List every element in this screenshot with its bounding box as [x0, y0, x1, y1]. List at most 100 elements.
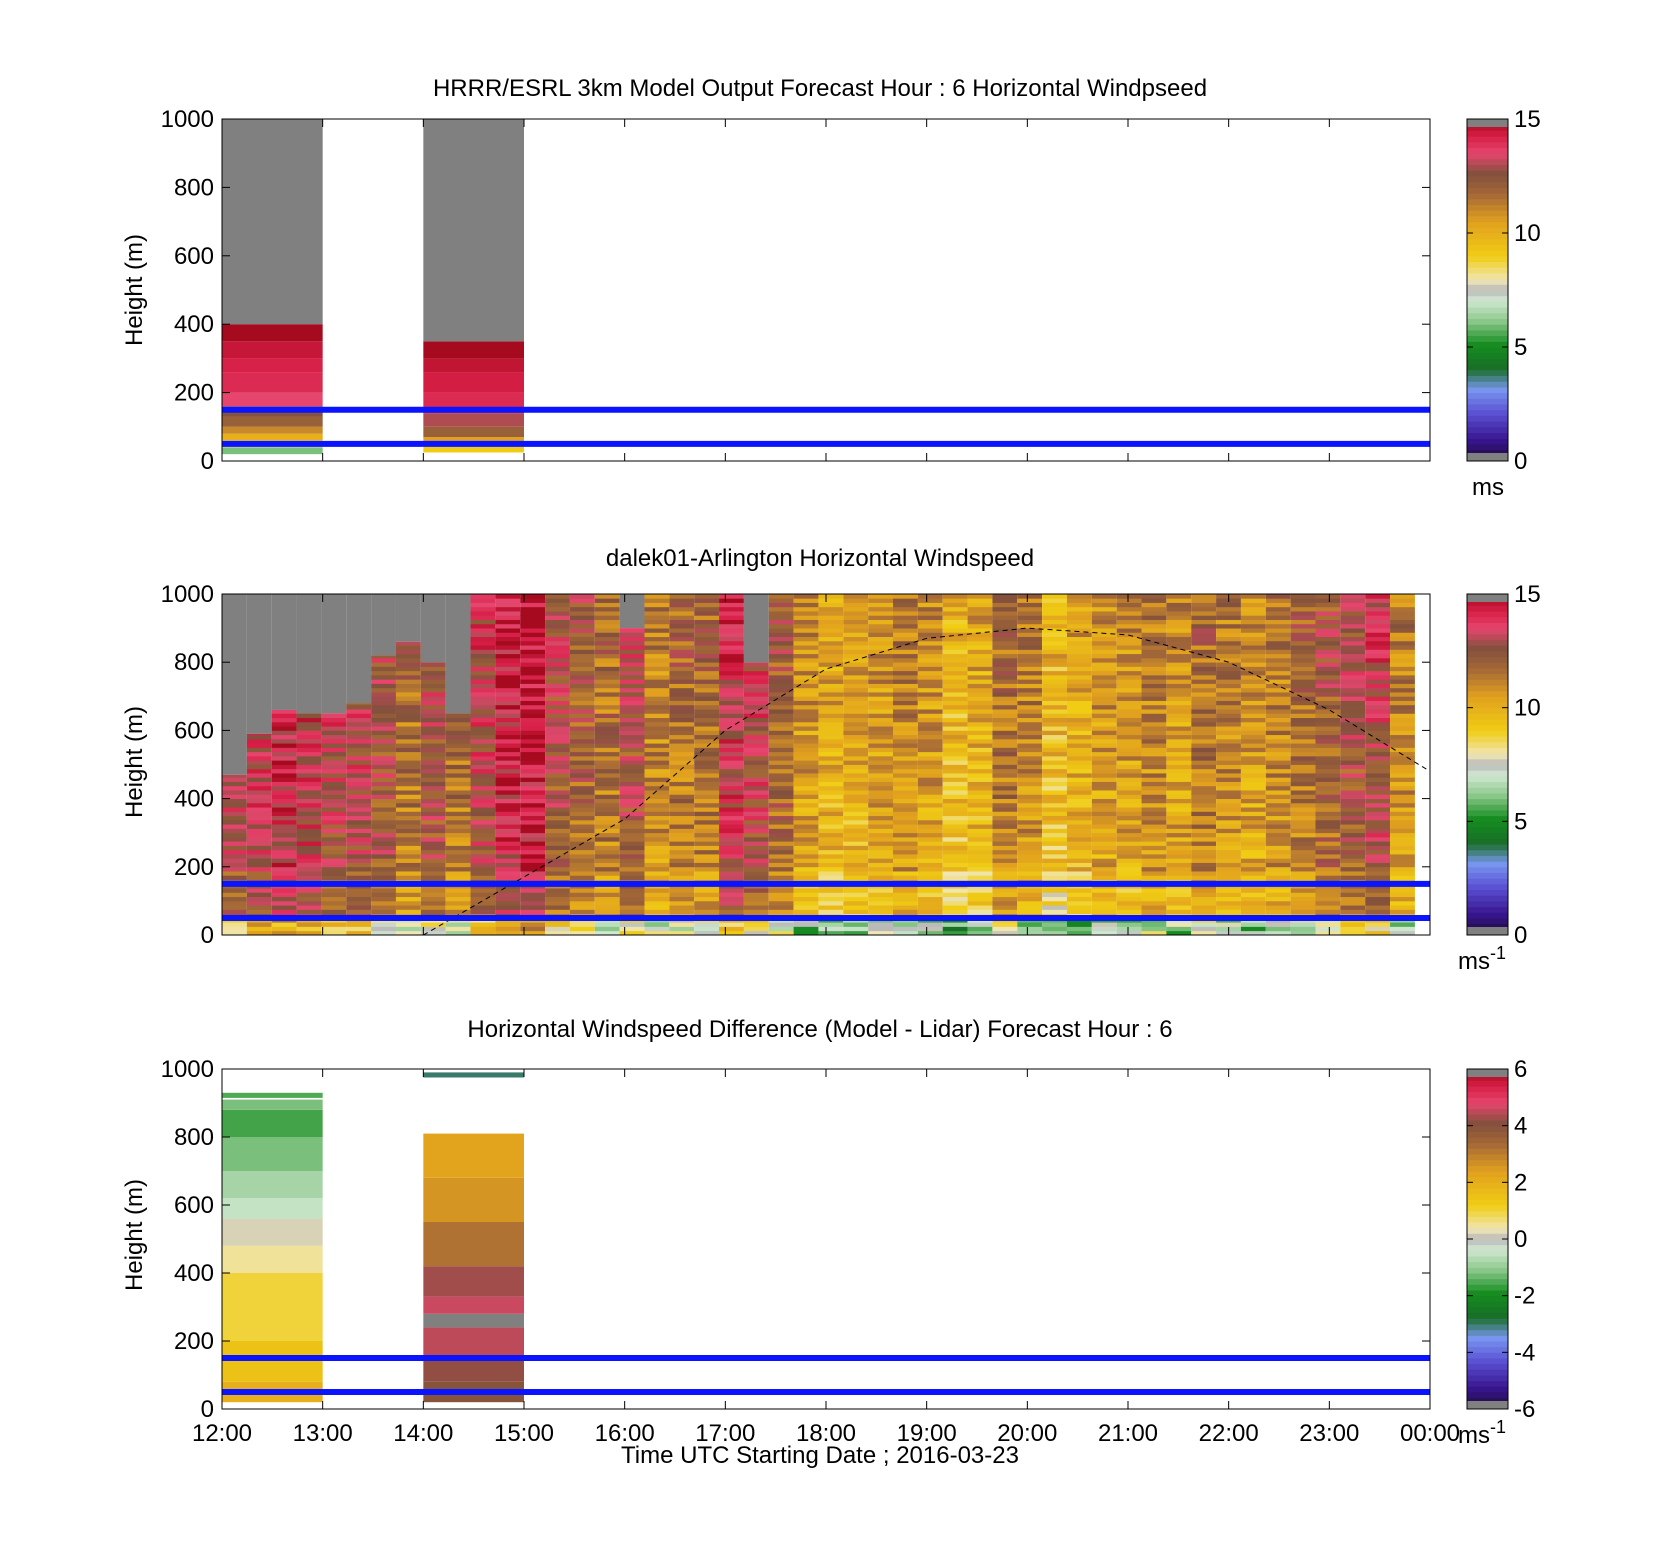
heat-cell — [1290, 892, 1316, 898]
heat-cell — [793, 649, 819, 655]
colorbar-segment — [1467, 1103, 1508, 1110]
heat-cell — [395, 666, 421, 672]
heat-cell — [1066, 657, 1092, 663]
heat-cell — [818, 632, 844, 638]
heat-cell — [594, 738, 620, 744]
heat-cell — [1265, 815, 1291, 821]
heat-cell — [495, 717, 521, 723]
colorbar-segment — [1467, 238, 1508, 245]
heat-cell — [1042, 790, 1067, 795]
heat-cell — [1315, 700, 1341, 706]
heat-cell — [395, 738, 421, 744]
heat-cell — [594, 845, 620, 851]
colorbar-segment — [1467, 170, 1508, 177]
heat-cell — [470, 828, 496, 834]
heat-cell — [967, 649, 993, 655]
heat-cell — [1166, 819, 1192, 825]
heat-cell — [1141, 743, 1167, 748]
heat-cell — [818, 930, 844, 936]
heat-cell — [1240, 726, 1266, 731]
heat-cell — [1365, 653, 1391, 659]
heat-cell — [1141, 790, 1167, 795]
heat-cell — [1340, 798, 1366, 804]
heat-cell — [395, 743, 421, 748]
heat-cell — [992, 619, 1018, 625]
heat-cell — [818, 751, 844, 757]
heat-cell — [793, 709, 819, 714]
heat-cell — [1166, 747, 1192, 753]
heat-cell — [1091, 670, 1117, 676]
heat-cell — [569, 824, 595, 829]
heat-cell — [843, 930, 869, 936]
heat-cell — [793, 811, 819, 817]
heat-cell — [1066, 623, 1092, 629]
heat-cell — [992, 743, 1018, 748]
heat-cell — [868, 709, 894, 714]
heat-cell — [1240, 926, 1266, 932]
heat-cell — [395, 713, 421, 719]
heat-cell — [470, 824, 496, 829]
heat-cell — [967, 734, 993, 740]
colorbar-segment — [1467, 1318, 1508, 1325]
heat-cell — [1066, 896, 1092, 902]
colorbar-segment — [1467, 1346, 1508, 1353]
heat-cell — [1116, 738, 1142, 744]
heat-cell — [1066, 930, 1092, 936]
heat-cell — [992, 900, 1018, 906]
heat-cell — [1191, 781, 1217, 787]
heat-cell — [1390, 619, 1415, 625]
heat-cell — [423, 426, 524, 438]
heat-cell — [1116, 755, 1142, 761]
heat-cell — [1340, 649, 1366, 655]
heat-cell — [445, 892, 471, 898]
heat-cell — [420, 811, 446, 817]
heat-cell — [346, 849, 372, 855]
heat-cell — [271, 734, 297, 740]
heat-cell — [1290, 790, 1316, 795]
heat-cell — [395, 734, 421, 740]
heat-cell — [1191, 726, 1217, 731]
heat-cell — [818, 615, 844, 620]
heat-cell — [1340, 662, 1366, 667]
heat-cell — [1141, 811, 1167, 817]
heat-cell — [569, 785, 595, 791]
heat-cell — [495, 662, 521, 667]
heat-cell — [967, 849, 993, 855]
heat-cell — [395, 674, 421, 680]
heat-cell — [1290, 807, 1316, 812]
heat-cell — [619, 926, 645, 932]
heat-cell — [917, 602, 943, 608]
heat-cell — [520, 662, 546, 667]
heat-cell — [694, 743, 720, 748]
heat-cell — [1066, 811, 1092, 817]
heat-cell — [1390, 640, 1415, 646]
heat-cell — [445, 594, 471, 714]
heat-cell — [1066, 628, 1092, 633]
heat-cell — [843, 896, 869, 902]
heat-cell — [1066, 836, 1092, 842]
heat-cell — [644, 632, 670, 638]
heat-cell — [569, 875, 595, 880]
heat-cell — [967, 824, 993, 829]
heat-cell — [594, 909, 620, 915]
heat-cell — [1290, 713, 1316, 719]
heat-cell — [768, 696, 794, 701]
heat-cell — [793, 781, 819, 787]
heat-cell — [395, 696, 421, 701]
heat-cell — [1116, 832, 1142, 838]
heat-cell — [818, 683, 844, 689]
colorbar-unit: ms-1 — [1458, 943, 1506, 975]
colorbar-segment — [1467, 443, 1508, 451]
colorbar-segment — [1467, 616, 1508, 623]
heat-cell — [694, 832, 720, 838]
heat-cell — [793, 657, 819, 663]
heat-cell — [1116, 764, 1142, 770]
heat-cell — [1390, 930, 1415, 936]
heat-cell — [321, 785, 347, 791]
heat-cell — [942, 926, 968, 932]
colorbar-segment — [1467, 787, 1508, 794]
heat-cell — [445, 777, 471, 782]
heat-cell — [1191, 632, 1217, 638]
heat-cell — [371, 892, 396, 898]
heat-cell — [793, 594, 819, 599]
